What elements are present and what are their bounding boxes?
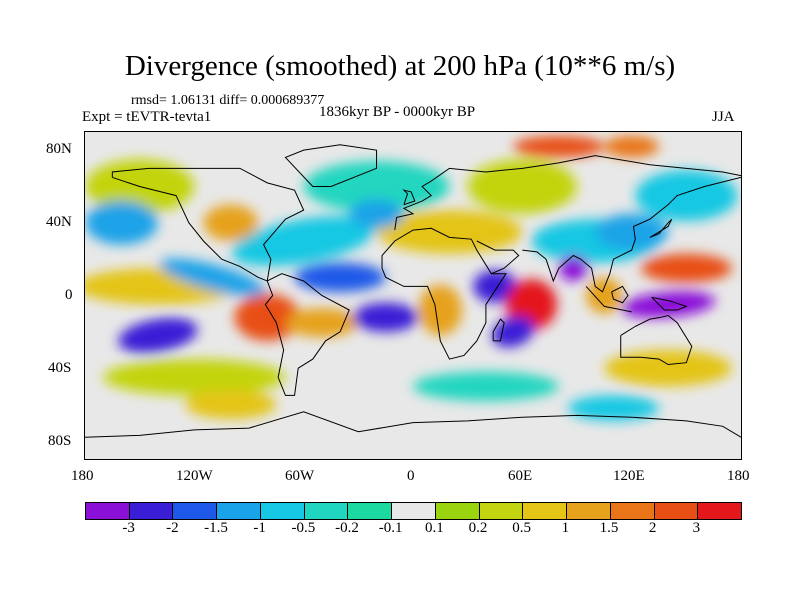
divergence-blob — [103, 359, 286, 396]
lat-tick-40s: 40S — [48, 360, 72, 376]
colorbar-label: -0.5 — [291, 520, 316, 536]
divergence-blob — [640, 253, 732, 283]
lon-tick-120e: 120E — [613, 468, 645, 484]
coastline — [381, 227, 507, 360]
colorbar-label: 1.5 — [599, 520, 619, 536]
divergence-blob — [513, 135, 605, 158]
colorbar-swatch — [129, 503, 174, 519]
coastline — [394, 155, 741, 231]
experiment-label: Expt = tEVTR-tevta1 — [82, 109, 212, 125]
divergence-blob — [467, 159, 577, 214]
coastline — [492, 318, 505, 342]
divergence-blob — [376, 210, 523, 254]
colorbar-label: 0.1 — [424, 520, 444, 536]
coastline — [264, 273, 350, 396]
map-title: Divergence (smoothed) at 200 hPa (10**6 … — [124, 50, 676, 82]
lat-tick-80s: 80S — [48, 433, 72, 449]
coastline — [85, 411, 741, 438]
divergence-blob — [185, 389, 277, 420]
coastline — [585, 286, 632, 313]
colorbar-swatch — [523, 503, 568, 519]
colorbar-swatch — [304, 503, 349, 519]
divergence-blob — [586, 277, 623, 314]
divergence-blob — [473, 270, 517, 303]
colorbar-label: 1 — [561, 520, 570, 536]
colorbar-swatch — [217, 503, 261, 519]
colorbar-label: 3 — [692, 520, 701, 536]
colorbar-label: 0.5 — [512, 520, 532, 536]
coastline — [111, 167, 305, 282]
divergence-blob — [595, 213, 669, 251]
colorbar-label: -0.2 — [335, 520, 359, 536]
divergence-blob — [294, 262, 386, 292]
divergence-blob — [159, 258, 266, 297]
colorbar-label: -1.5 — [204, 520, 228, 536]
colorbar-label: -1 — [253, 520, 266, 536]
lon-tick-120w: 120W — [176, 468, 213, 484]
divergence-blob — [285, 308, 359, 338]
coastline — [620, 314, 693, 366]
colorbar-swatch — [173, 503, 218, 519]
divergence-blob — [303, 161, 450, 212]
lon-tick-60e: 60E — [508, 468, 533, 484]
colorbar-swatch — [392, 503, 436, 519]
colorbar-swatch — [479, 503, 524, 519]
colorbar-swatch — [567, 503, 611, 519]
lon-tick-180e: 180 — [727, 468, 750, 484]
divergence-blob — [234, 293, 301, 341]
colorbar-label: -3 — [122, 520, 135, 536]
divergence-blob — [604, 350, 732, 387]
divergence-blob — [492, 316, 535, 348]
season-label: JJA — [712, 109, 735, 125]
colorbar-label: 2 — [648, 520, 657, 536]
colorbar-swatch — [435, 503, 480, 519]
lat-tick-0: 0 — [65, 287, 73, 303]
divergence-blob — [635, 170, 738, 222]
lat-tick-40n: 40N — [46, 214, 72, 230]
coastline — [651, 296, 688, 311]
lon-tick-60w: 60W — [285, 468, 315, 484]
divergence-blob — [620, 291, 716, 318]
colorbar-swatch — [654, 503, 699, 519]
coastline — [522, 176, 741, 293]
divergence-blob — [203, 204, 259, 241]
divergence-blob — [413, 371, 559, 401]
divergence-blob — [567, 395, 659, 421]
divergence-blob — [558, 255, 588, 281]
lon-tick-180w: 180 — [71, 468, 94, 484]
coastline — [611, 285, 629, 304]
divergence-blob — [418, 284, 463, 336]
lat-tick-80n: 80N — [46, 141, 72, 157]
colorbar-swatch — [610, 503, 655, 519]
statistics-label: rmsd= 1.06131 diff= 0.000689377 — [131, 93, 325, 108]
coastline — [476, 240, 520, 275]
divergence-field — [85, 135, 741, 438]
coastline — [649, 218, 673, 238]
divergence-blob — [349, 199, 404, 229]
coastline — [402, 189, 416, 206]
colorbar-label: 0.2 — [468, 520, 488, 536]
map-plot-area — [84, 131, 742, 460]
divergence-blob — [604, 135, 660, 158]
coastline — [284, 144, 378, 187]
lon-tick-0: 0 — [407, 468, 415, 484]
colorbar-label: -0.1 — [378, 520, 403, 536]
colorbar-swatch — [260, 503, 305, 519]
colorbar — [85, 502, 742, 520]
divergence-blob — [352, 302, 419, 332]
divergence-blob — [118, 317, 198, 354]
period-label: 1836kyr BP - 0000kyr BP — [319, 104, 476, 120]
divergence-blob — [85, 201, 158, 245]
colorbar-swatch — [86, 503, 130, 519]
colorbar-swatch — [348, 503, 393, 519]
colorbar-label: -2 — [166, 520, 179, 536]
colorbar-swatch — [698, 503, 742, 519]
